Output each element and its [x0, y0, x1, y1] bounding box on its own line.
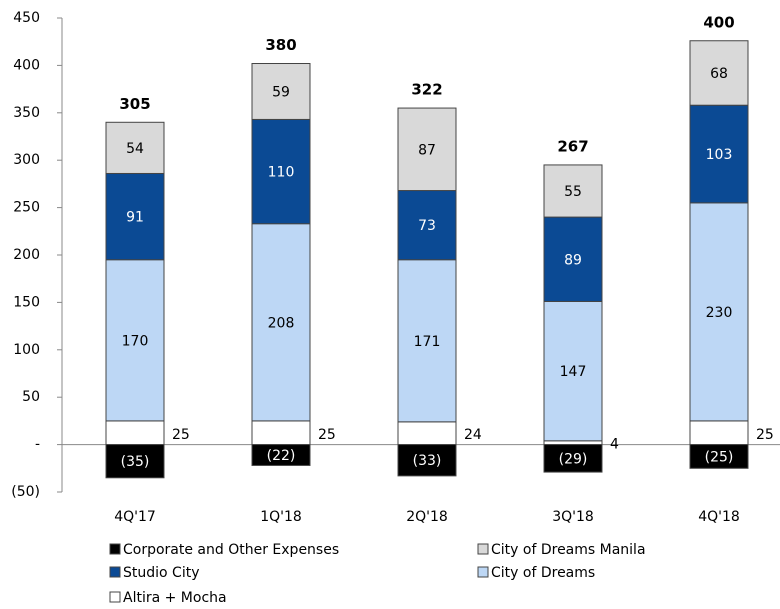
legend-swatch: [477, 566, 489, 578]
data-label: 24: [464, 427, 482, 443]
y-tick-label: 350: [13, 105, 40, 121]
x-tick-label: 3Q'18: [552, 509, 594, 525]
total-label: 400: [703, 13, 734, 31]
bar-segment: [543, 440, 603, 446]
data-label: 171: [414, 334, 441, 350]
data-label: (33): [413, 453, 442, 469]
bar-segment: [397, 444, 457, 477]
legend-label: City of Dreams Manila: [491, 542, 646, 558]
bar-segment: [251, 118, 311, 225]
legend-swatch: [109, 543, 121, 555]
bar-segment: [105, 172, 165, 261]
bar-segment: [105, 420, 165, 446]
data-label: 73: [418, 218, 436, 234]
y-tick-label: 50: [22, 389, 40, 405]
bar-segment: [689, 40, 749, 106]
data-label: 55: [564, 184, 582, 200]
data-label: 87: [418, 142, 436, 158]
bar-segment: [543, 444, 603, 473]
bar-segment: [105, 259, 165, 422]
bar-segment: [689, 104, 749, 204]
x-tick-label: 2Q'18: [406, 509, 448, 525]
data-label: 25: [318, 427, 336, 443]
y-tick-label: 200: [13, 247, 40, 263]
data-label: 68: [710, 66, 728, 82]
data-label: 25: [756, 427, 774, 443]
data-label: 103: [706, 147, 733, 163]
bar-segment: [543, 300, 603, 442]
y-tick-label: 300: [13, 152, 40, 168]
total-label: 380: [265, 36, 296, 54]
legend-label: Altira + Mocha: [123, 590, 227, 606]
legend-label: City of Dreams: [491, 565, 595, 581]
data-label: 110: [268, 165, 295, 181]
data-label: 59: [272, 84, 290, 100]
bar-segment: [543, 216, 603, 302]
data-label: 208: [268, 315, 295, 331]
data-label: 89: [564, 252, 582, 268]
data-label: 230: [706, 305, 733, 321]
data-label: 170: [122, 333, 149, 349]
y-tick-label: 100: [13, 342, 40, 358]
data-label: 147: [560, 364, 587, 380]
bar-segment: [689, 444, 749, 469]
data-label: (25): [705, 449, 734, 465]
y-tick-label: 250: [13, 200, 40, 216]
y-tick-label: 150: [13, 294, 40, 310]
y-tick-label: -: [35, 437, 40, 453]
x-tick-label: 4Q'18: [698, 509, 740, 525]
y-tick-label: (50): [11, 484, 40, 500]
bar-segment: [397, 421, 457, 446]
y-tick-label: 400: [13, 57, 40, 73]
legend-swatch: [477, 543, 489, 555]
data-label: (29): [559, 451, 588, 467]
x-tick-label: 4Q'17: [114, 509, 156, 525]
legend-swatch: [109, 591, 121, 603]
bar-segment: [689, 202, 749, 422]
total-label: 322: [411, 81, 442, 99]
bar-segment: [251, 63, 311, 120]
data-label: 25: [172, 427, 190, 443]
y-tick-label: 450: [13, 10, 40, 26]
bar-segment: [689, 420, 749, 446]
bar-segment: [251, 444, 311, 466]
x-tick-label: 1Q'18: [260, 509, 302, 525]
bar-segment: [105, 444, 165, 479]
data-label: (22): [267, 448, 296, 464]
bar-segment: [251, 420, 311, 446]
legend-label: Corporate and Other Expenses: [123, 542, 339, 558]
legend-label: Studio City: [123, 565, 199, 581]
total-label: 305: [119, 95, 150, 113]
legend-swatch: [109, 566, 121, 578]
total-label: 267: [557, 137, 588, 155]
bar-segment: [105, 121, 165, 174]
bar-segment: [397, 107, 457, 192]
data-label: 4: [610, 437, 619, 453]
bar-segment: [251, 223, 311, 422]
bar-segment: [397, 259, 457, 423]
bar-segment: [397, 190, 457, 261]
data-label: (35): [121, 454, 150, 470]
data-label: 54: [126, 141, 144, 157]
data-label: 91: [126, 210, 144, 226]
bar-segment: [543, 164, 603, 218]
